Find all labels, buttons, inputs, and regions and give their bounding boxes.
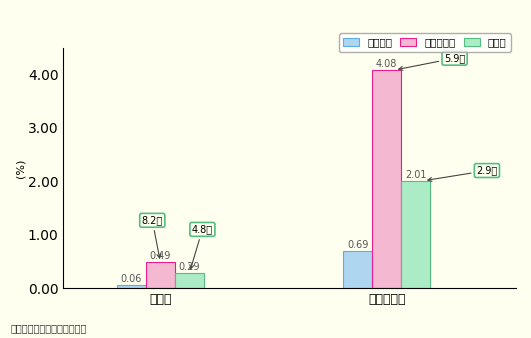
Bar: [117, 285, 146, 288]
Bar: [146, 262, 175, 288]
Bar: [372, 70, 401, 288]
Bar: [401, 181, 430, 288]
Text: 5.9倍: 5.9倍: [399, 53, 465, 70]
Text: 2.01: 2.01: [405, 170, 426, 179]
Text: 4.8倍: 4.8倍: [190, 224, 213, 269]
Text: 2.9倍: 2.9倍: [428, 166, 498, 182]
Text: 0.06: 0.06: [121, 274, 142, 284]
Bar: [343, 251, 372, 288]
Legend: 適正使用, 不適正使用, 不使用: 適正使用, 不適正使用, 不使用: [339, 33, 511, 52]
Text: 0.49: 0.49: [150, 251, 171, 261]
Text: 0.69: 0.69: [347, 240, 369, 250]
Text: 0.29: 0.29: [179, 262, 200, 272]
Text: 4.08: 4.08: [376, 59, 397, 69]
Text: 注　警察庁資料により作成。: 注 警察庁資料により作成。: [11, 323, 87, 333]
Y-axis label: (%): (%): [15, 158, 25, 177]
Text: 8.2倍: 8.2倍: [142, 215, 163, 258]
Bar: [175, 273, 204, 288]
